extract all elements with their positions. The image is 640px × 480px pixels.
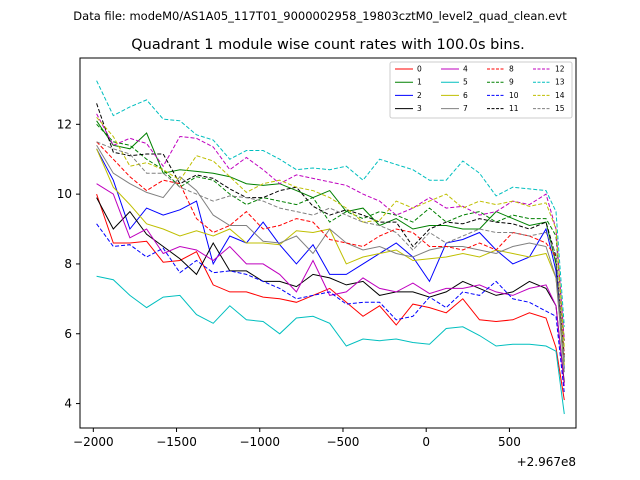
legend-label-0: 0 — [417, 65, 422, 74]
x-tick-label: −500 — [326, 435, 359, 449]
legend-label-11: 11 — [509, 104, 519, 113]
series-line-10 — [96, 223, 565, 394]
axes-frame — [79, 57, 577, 429]
series-line-0 — [96, 193, 565, 401]
y-tick-label: 8 — [64, 257, 72, 271]
x-tick-label: −2000 — [73, 435, 114, 449]
legend-label-2: 2 — [417, 91, 422, 100]
series-line-13 — [96, 80, 565, 327]
x-tick-label: −1000 — [239, 435, 280, 449]
series-line-1 — [96, 120, 565, 362]
x-axis: −2000 −1500 −1000 −500 0 500 — [73, 428, 521, 449]
legend-label-4: 4 — [463, 65, 468, 74]
legend-label-15: 15 — [555, 104, 565, 113]
y-axis: 4 6 8 10 12 — [57, 117, 80, 411]
x-axis-offset-label: +2.967e8 — [517, 455, 576, 469]
y-tick-label: 6 — [64, 327, 72, 341]
y-tick-label: 10 — [57, 187, 72, 201]
legend-label-7: 7 — [463, 104, 468, 113]
series-line-3 — [96, 197, 565, 383]
series-layer — [96, 80, 565, 415]
legend-label-14: 14 — [555, 91, 565, 100]
series-line-7 — [96, 145, 565, 373]
y-tick-label: 4 — [64, 397, 72, 411]
x-tick-label: −1500 — [156, 435, 197, 449]
legend-label-1: 1 — [417, 78, 422, 87]
legend-label-5: 5 — [463, 78, 468, 87]
series-line-4 — [96, 183, 565, 387]
legend-label-12: 12 — [555, 65, 565, 74]
legend-label-8: 8 — [509, 65, 514, 74]
legend-label-6: 6 — [463, 91, 468, 100]
y-tick-label: 12 — [57, 117, 72, 131]
series-line-12 — [96, 113, 565, 341]
series-line-5 — [96, 275, 565, 415]
series-line-6 — [96, 148, 565, 366]
legend-label-13: 13 — [555, 78, 565, 87]
chart-title: Quadrant 1 module wise count rates with … — [131, 37, 525, 53]
x-tick-label: 0 — [422, 435, 430, 449]
series-line-8 — [96, 141, 565, 355]
legend-label-9: 9 — [509, 78, 514, 87]
chart-suptitle: Data file: modeM0/AS1A05_117T01_90000029… — [73, 9, 567, 23]
series-line-9 — [96, 123, 565, 341]
legend-label-10: 10 — [509, 91, 519, 100]
legend-label-3: 3 — [417, 104, 422, 113]
series-line-15 — [96, 141, 565, 362]
series-line-14 — [96, 116, 565, 348]
legend-box — [389, 61, 573, 119]
x-tick-label: 500 — [498, 435, 521, 449]
series-line-11 — [96, 103, 565, 359]
